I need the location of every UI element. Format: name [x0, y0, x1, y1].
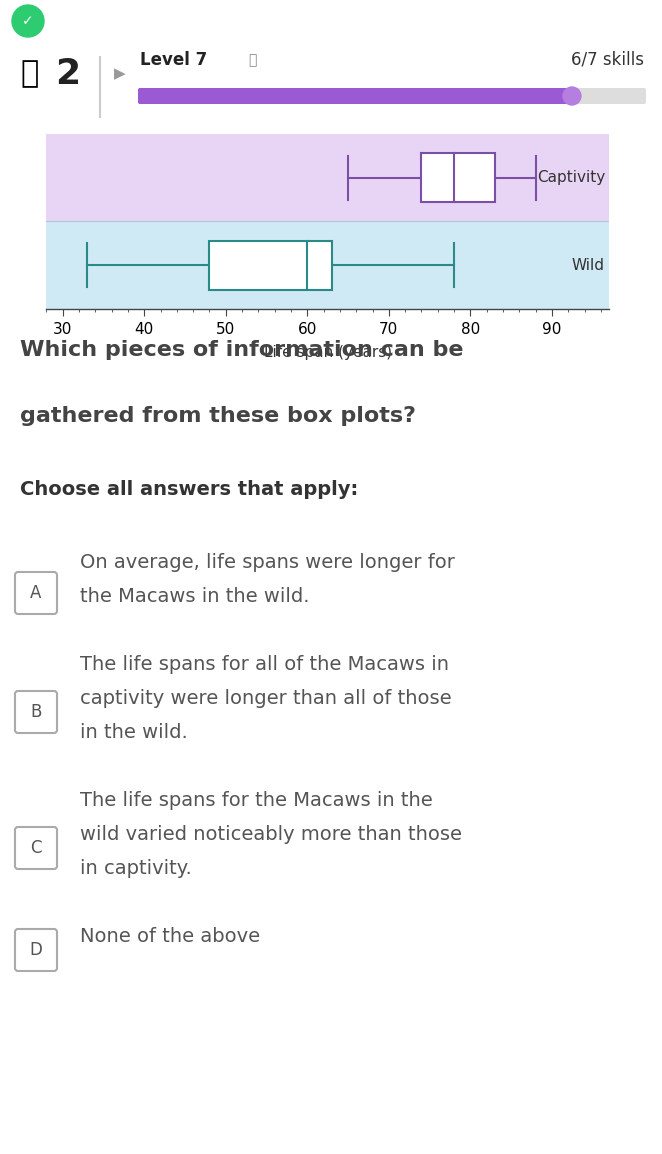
- Text: None of the above: None of the above: [80, 928, 260, 946]
- Text: gathered from these box plots?: gathered from these box plots?: [20, 406, 416, 426]
- Text: 2: 2: [56, 57, 81, 91]
- Text: C: C: [30, 839, 42, 857]
- Circle shape: [12, 5, 44, 37]
- Text: 🔥: 🔥: [21, 60, 39, 89]
- Text: captivity were longer than all of those: captivity were longer than all of those: [80, 689, 451, 709]
- FancyBboxPatch shape: [15, 929, 57, 971]
- Text: wild varied noticeably more than those: wild varied noticeably more than those: [80, 825, 462, 845]
- Text: in the wild.: in the wild.: [80, 724, 188, 742]
- Text: Khan Academy: Khan Academy: [58, 12, 220, 30]
- Text: ≡: ≡: [633, 12, 651, 31]
- Text: The life spans for the Macaws in the: The life spans for the Macaws in the: [80, 792, 433, 810]
- Text: The life spans for all of the Macaws in: The life spans for all of the Macaws in: [80, 655, 449, 674]
- FancyBboxPatch shape: [15, 691, 57, 733]
- Text: Wild: Wild: [572, 257, 605, 272]
- Text: the Macaws in the wild.: the Macaws in the wild.: [80, 587, 310, 607]
- Bar: [422, 153, 495, 202]
- Bar: [46, 134, 609, 222]
- Text: Level 7: Level 7: [140, 51, 207, 69]
- Text: 6​/7 skills: 6​/7 skills: [571, 51, 644, 69]
- Text: 🔍: 🔍: [597, 12, 607, 30]
- Text: ✓: ✓: [23, 14, 34, 28]
- Text: ▶: ▶: [114, 67, 126, 82]
- FancyBboxPatch shape: [15, 827, 57, 869]
- Circle shape: [563, 87, 581, 105]
- Text: D: D: [30, 941, 42, 959]
- FancyBboxPatch shape: [15, 572, 57, 614]
- Text: Which pieces of information can be: Which pieces of information can be: [20, 340, 463, 360]
- Text: in captivity.: in captivity.: [80, 860, 192, 878]
- Text: Captivity: Captivity: [537, 171, 605, 186]
- FancyBboxPatch shape: [138, 88, 574, 104]
- Bar: [46, 222, 609, 309]
- X-axis label: Life span (years): Life span (years): [263, 345, 392, 360]
- Text: B: B: [30, 703, 42, 721]
- Text: A: A: [30, 584, 42, 602]
- Text: Choose all answers that apply:: Choose all answers that apply:: [20, 480, 358, 499]
- FancyBboxPatch shape: [138, 88, 646, 104]
- Bar: [209, 241, 332, 290]
- Text: On average, life spans were longer for: On average, life spans were longer for: [80, 554, 455, 572]
- Text: ⓘ: ⓘ: [248, 53, 256, 67]
